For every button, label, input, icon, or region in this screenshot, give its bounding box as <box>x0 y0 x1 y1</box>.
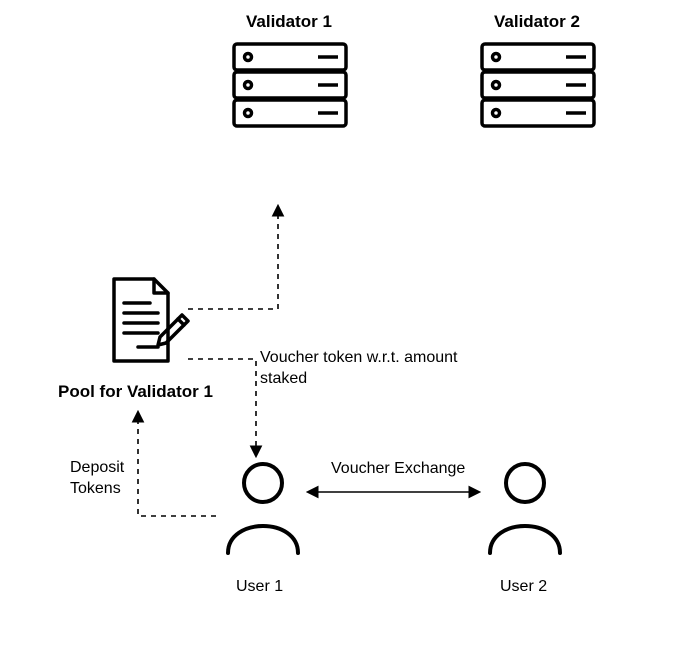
validator2-label: Validator 2 <box>494 12 580 32</box>
server-stack-icon <box>478 40 598 135</box>
validator1-label: Validator 1 <box>246 12 332 32</box>
user-icon <box>218 457 308 562</box>
edge-pool-to-validator <box>188 207 278 309</box>
user-icon <box>480 457 570 562</box>
user2-label: User 2 <box>500 577 547 598</box>
voucher-exchange-label: Voucher Exchange <box>331 459 465 480</box>
contract-document-icon <box>108 275 193 380</box>
voucher-token-label: Voucher token w.r.t. amount staked <box>260 348 460 390</box>
pool-label: Pool for Validator 1 <box>58 382 213 402</box>
edge-pool-to-user-voucher <box>188 359 256 455</box>
deposit-tokens-label: Deposit Tokens <box>70 458 150 500</box>
user1-label: User 1 <box>236 577 283 598</box>
server-stack-icon <box>230 40 350 135</box>
